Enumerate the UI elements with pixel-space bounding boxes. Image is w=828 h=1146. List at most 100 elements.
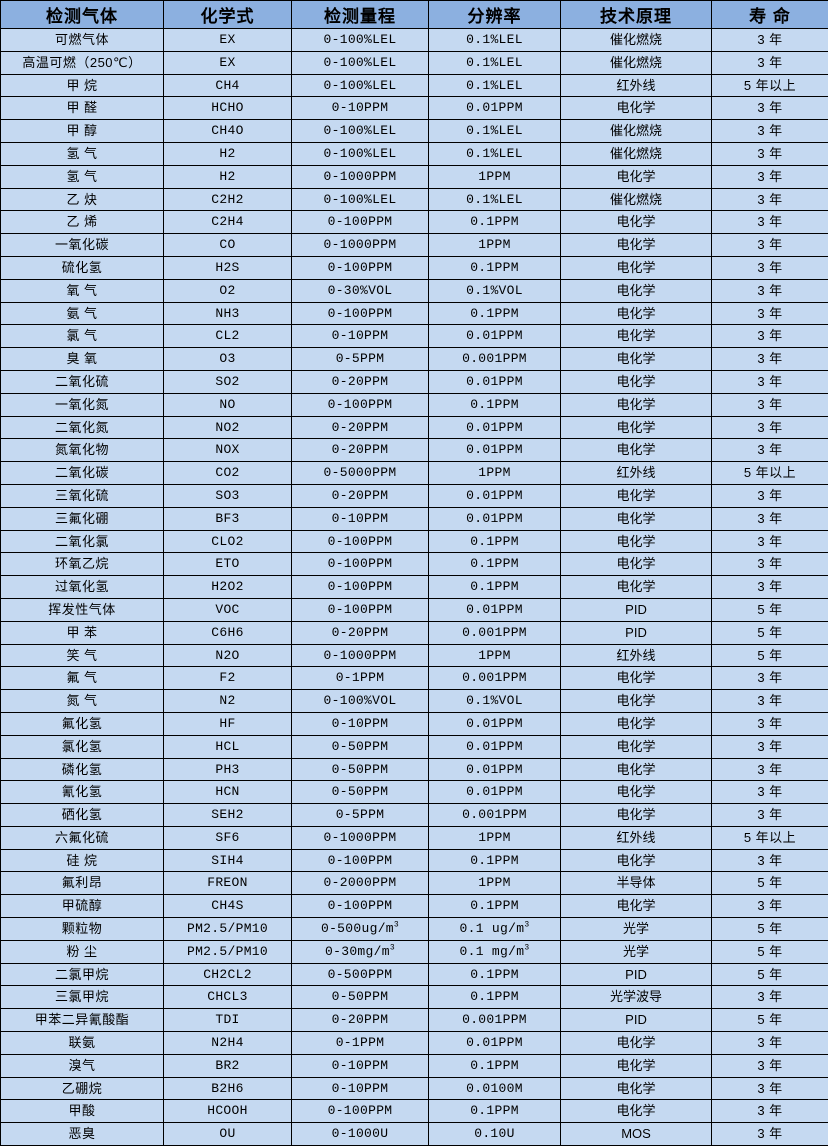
cell-resolution: 0.1PPM: [429, 849, 561, 872]
cell-resolution: 0.01PPM: [429, 484, 561, 507]
cell-resolution: 0.0100M: [429, 1077, 561, 1100]
cell-resolution: 0.1PPM: [429, 211, 561, 234]
cell-gas: 二氧化碳: [1, 462, 164, 485]
cell-life: 3 年: [712, 735, 828, 758]
cell-formula: SEH2: [164, 804, 292, 827]
cell-life: 3 年: [712, 234, 828, 257]
cell-range: 0-1000PPM: [292, 826, 429, 849]
cell-range: 0-20PPM: [292, 484, 429, 507]
cell-range: 0-2000PPM: [292, 872, 429, 895]
cell-principle: 电化学: [561, 1100, 712, 1123]
cell-range: 0-20PPM: [292, 1009, 429, 1032]
cell-range: 0-100PPM: [292, 576, 429, 599]
cell-gas: 六氟化硫: [1, 826, 164, 849]
cell-principle: 电化学: [561, 302, 712, 325]
cell-principle: 电化学: [561, 804, 712, 827]
cell-resolution: 1PPM: [429, 872, 561, 895]
cell-gas: 氧 气: [1, 279, 164, 302]
cell-range: 0-30mg/m3: [292, 940, 429, 963]
cell-range: 0-20PPM: [292, 439, 429, 462]
cell-principle: 红外线: [561, 74, 712, 97]
cell-range: 0-50PPM: [292, 781, 429, 804]
cell-range: 0-100PPM: [292, 849, 429, 872]
cell-resolution: 0.1%LEL: [429, 51, 561, 74]
cell-range: 0-500ug/m3: [292, 918, 429, 941]
cell-gas: 氮氧化物: [1, 439, 164, 462]
cell-principle: 红外线: [561, 644, 712, 667]
cell-principle: PID: [561, 621, 712, 644]
cell-range: 0-50PPM: [292, 986, 429, 1009]
cell-gas: 氮 气: [1, 690, 164, 713]
cell-gas: 硒化氢: [1, 804, 164, 827]
cell-range: 0-5PPM: [292, 804, 429, 827]
cell-principle: 电化学: [561, 416, 712, 439]
cell-life: 3 年: [712, 553, 828, 576]
cell-range: 0-500PPM: [292, 963, 429, 986]
cell-gas: 二氧化硫: [1, 370, 164, 393]
cell-principle: 光学: [561, 940, 712, 963]
cell-range: 0-1PPM: [292, 667, 429, 690]
cell-formula: N2: [164, 690, 292, 713]
cell-formula: C2H2: [164, 188, 292, 211]
cell-life: 3 年: [712, 211, 828, 234]
cell-life: 3 年: [712, 507, 828, 530]
cell-principle: 电化学: [561, 325, 712, 348]
cell-range: 0-100%LEL: [292, 74, 429, 97]
cell-resolution: 0.1PPM: [429, 986, 561, 1009]
column-header-range: 检测量程: [292, 1, 429, 29]
column-header-principle: 技术原理: [561, 1, 712, 29]
cell-formula: FREON: [164, 872, 292, 895]
cell-formula: O2: [164, 279, 292, 302]
cell-gas: 氯 气: [1, 325, 164, 348]
cell-principle: 电化学: [561, 507, 712, 530]
cell-range: 0-50PPM: [292, 758, 429, 781]
cell-life: 5 年: [712, 940, 828, 963]
cell-range: 0-10PPM: [292, 1077, 429, 1100]
cell-resolution: 0.1PPM: [429, 963, 561, 986]
cell-range: 0-20PPM: [292, 370, 429, 393]
cell-principle: 电化学: [561, 234, 712, 257]
cell-gas: 硫化氢: [1, 256, 164, 279]
cell-principle: 电化学: [561, 735, 712, 758]
cell-formula: BF3: [164, 507, 292, 530]
cell-formula: OU: [164, 1123, 292, 1146]
column-header-life: 寿 命: [712, 1, 828, 29]
cell-resolution: 0.01PPM: [429, 370, 561, 393]
cell-gas: 二氯甲烷: [1, 963, 164, 986]
cell-range: 0-100%LEL: [292, 188, 429, 211]
cell-principle: 电化学: [561, 370, 712, 393]
cell-life: 3 年: [712, 895, 828, 918]
cell-resolution: 1PPM: [429, 826, 561, 849]
cell-resolution: 0.1PPM: [429, 256, 561, 279]
cell-gas: 乙 炔: [1, 188, 164, 211]
cell-gas: 三氯甲烷: [1, 986, 164, 1009]
cell-gas: 联氨: [1, 1032, 164, 1055]
cell-range: 0-100PPM: [292, 1100, 429, 1123]
cell-gas: 氟 气: [1, 667, 164, 690]
cell-life: 3 年: [712, 325, 828, 348]
column-header-resolution: 分辨率: [429, 1, 561, 29]
cell-life: 3 年: [712, 97, 828, 120]
cell-formula: HCOOH: [164, 1100, 292, 1123]
cell-principle: 电化学: [561, 667, 712, 690]
cell-formula: EX: [164, 51, 292, 74]
cell-gas: 硅 烷: [1, 849, 164, 872]
cell-range: 0-1000PPM: [292, 165, 429, 188]
cell-formula: NO2: [164, 416, 292, 439]
cell-resolution: 0.01PPM: [429, 598, 561, 621]
cell-gas: 可燃气体: [1, 29, 164, 52]
table-header-row: 检测气体化学式检测量程分辨率技术原理寿 命: [1, 1, 828, 29]
cell-range: 0-20PPM: [292, 416, 429, 439]
cell-gas: 二氧化氮: [1, 416, 164, 439]
